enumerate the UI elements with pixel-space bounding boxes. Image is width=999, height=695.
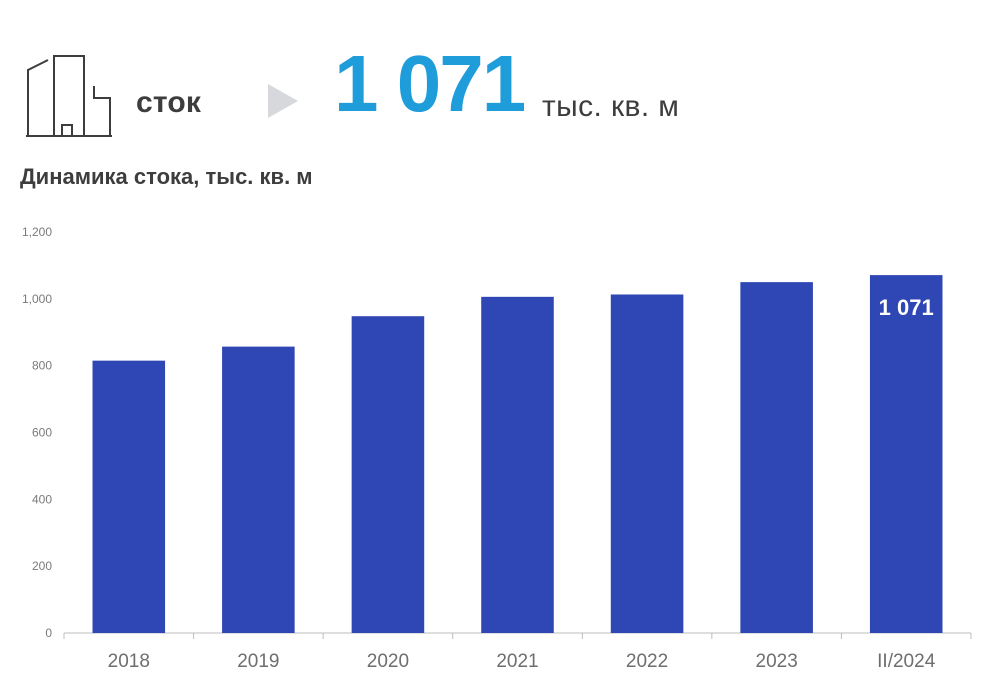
- chart-title: Динамика стока, тыс. кв. м: [20, 164, 313, 189]
- bar-2019: [222, 346, 295, 633]
- y-tick-label: 400: [32, 492, 52, 506]
- y-tick-label: 0: [45, 626, 52, 640]
- stock-label: сток: [136, 86, 202, 119]
- y-tick-label: 200: [32, 559, 52, 573]
- x-tick-label: 2023: [756, 651, 798, 672]
- x-tick-label: II/2024: [877, 651, 936, 672]
- bar-2023: [740, 282, 813, 633]
- y-tick-label: 1,200: [22, 225, 52, 239]
- bar-II/2024: [869, 275, 943, 633]
- chart-container: 0 200 400 600 800 1,000 1,200 2018 2019 2020 2021 2…: [0, 210, 999, 695]
- stock-total-value: 1 071: [334, 39, 526, 128]
- stock-total-unit: тыс. кв. м: [542, 90, 680, 123]
- header: сток 1 071 тыс. кв. м: [0, 0, 999, 150]
- data-label: 1 071: [879, 295, 934, 320]
- bar-2022: [610, 294, 684, 633]
- y-tick-label: 800: [32, 359, 52, 373]
- y-tick-label: 600: [32, 426, 52, 440]
- building-icon: [26, 55, 112, 137]
- triangle-right-icon: [268, 84, 298, 118]
- y-tick-label: 1,000: [22, 292, 52, 306]
- bar-chart: 0 200 400 600 800 1,000 1,200 2018 2019 2020 2021 2…: [22, 225, 972, 672]
- x-tick-label: 2018: [108, 651, 150, 672]
- x-tick-label: 2021: [496, 651, 538, 672]
- bar-2021: [481, 296, 554, 633]
- bar-2020: [351, 316, 425, 633]
- x-tick-label: 2019: [237, 651, 279, 672]
- bar-2018: [92, 360, 166, 633]
- x-tick-label: 2022: [626, 651, 668, 672]
- x-tick-label: 2020: [367, 651, 409, 672]
